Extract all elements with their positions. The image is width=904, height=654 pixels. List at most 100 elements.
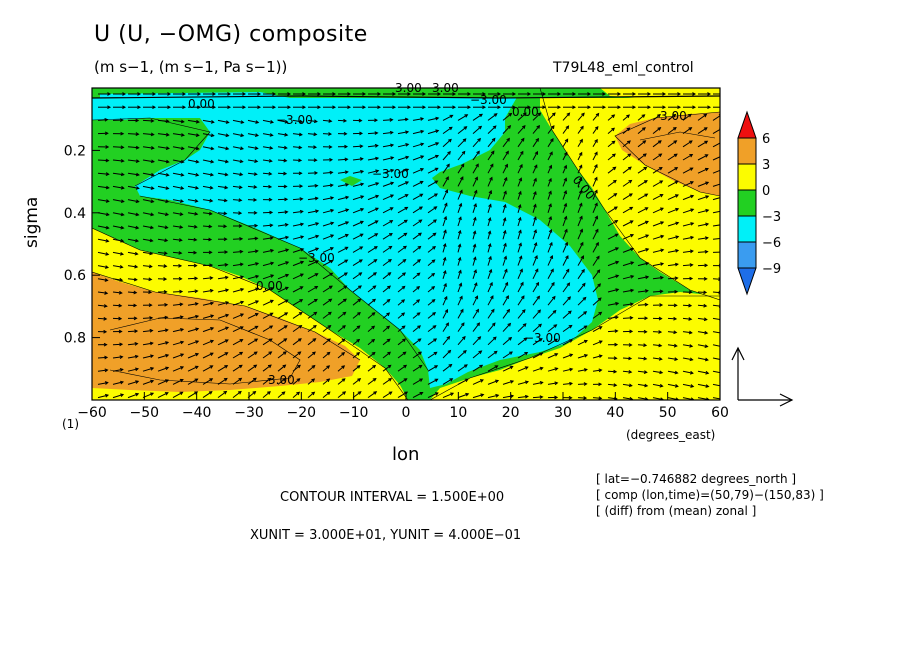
wind-vector-head [253,364,258,369]
wind-vector [472,269,477,279]
wind-vector-head [180,353,185,357]
wind-vector-head [643,356,648,361]
wind-vector [397,131,409,135]
wind-vector-head [371,312,376,316]
wind-vector [502,380,514,385]
wind-vector-head [524,380,530,385]
wind-vector [562,339,573,346]
wind-vector-head [374,233,379,237]
wind-vector [187,353,199,359]
wind-vector [97,278,108,281]
wind-vector-head [119,277,124,282]
wind-vector-head [387,351,392,356]
wind-vector [187,119,199,123]
wind-vector-head [457,256,462,261]
wind-vector-head [341,352,346,356]
wind-vector [667,222,679,227]
wind-vector-head [431,286,436,290]
wind-vector-head [150,186,155,190]
wind-vector-head [508,336,513,341]
wind-vector-head [612,153,616,158]
wind-vector [307,365,316,372]
wind-vector-head [580,241,584,246]
wind-vector-head [120,158,125,163]
wind-vector [622,303,633,306]
wind-vector-head [326,365,331,369]
wind-vector-head [329,183,334,188]
wind-vector-head [285,261,290,265]
wind-vector-head [521,295,525,300]
contour-line-c [539,88,720,301]
reference-vector-horizontal-head [779,393,794,407]
wind-vector-head [253,198,258,202]
wind-vector [307,185,318,187]
wind-vector [202,391,213,399]
wind-vector-head [510,394,515,399]
wind-vector-head [195,327,200,332]
wind-vector-head [548,203,552,208]
wind-vector-head [477,137,482,142]
wind-vector-head [615,288,620,292]
wind-vector [592,355,602,359]
wind-vector [187,378,198,385]
wind-vector [247,237,258,240]
wind-vector [292,261,304,267]
wind-vector-head [209,365,214,369]
wind-vector-head [473,282,478,287]
wind-vector-head [628,383,633,388]
wind-vector [142,199,154,203]
wind-vector [637,370,647,373]
wind-vector-head [344,170,349,175]
wind-vector-head [446,163,450,168]
wind-vector-head [224,185,229,190]
x-tick-label: 50 [659,405,677,421]
wind-vector [592,164,598,174]
wind-vector [652,277,663,280]
wind-vector [352,233,364,240]
wind-vector-head [227,92,232,96]
wind-vector-head [165,353,170,358]
wind-vector-head [360,182,365,187]
wind-vector [172,391,183,399]
wind-vector-head [133,290,138,295]
wind-vector [142,225,154,229]
wind-vector-head [720,169,723,172]
wind-vector-head [392,92,397,96]
wind-vector-head [298,171,303,176]
wind-vector-head [327,338,331,342]
wind-vector-head [630,247,635,252]
contour-line-h [109,317,301,385]
wind-vector-head [224,352,229,356]
wind-vector-head [300,248,305,252]
wind-vector-head [347,92,352,96]
wind-vector [367,285,376,293]
wind-vector-head [549,254,554,259]
wind-vector-head [330,234,335,238]
wind-vector [352,339,360,346]
wind-vector-head [611,127,615,132]
wind-vector-head [594,215,599,220]
wind-vector-head [180,328,185,332]
wind-vector-head [550,138,554,142]
wind-vector [247,133,259,137]
wind-vector-head [690,384,695,388]
wind-vector [187,185,199,189]
wind-vector-head [587,92,592,96]
wind-vector [142,330,153,333]
wind-vector [472,244,476,253]
fill-orange-right [615,112,720,196]
wind-vector [127,330,138,333]
wind-vector-head [314,196,319,201]
wind-vector [262,262,274,267]
wind-vector-head [495,393,500,398]
wind-vector [667,357,678,360]
wind-vector [262,300,274,306]
wind-vector-head [254,338,259,343]
wind-vector-head [517,203,522,209]
wind-vector [277,325,288,333]
wind-vector [382,119,393,121]
wind-vector-head [357,298,362,303]
contour-label: 3.00 [268,373,295,387]
wind-vector [97,199,109,202]
contour-label: −3.00 [276,113,313,127]
